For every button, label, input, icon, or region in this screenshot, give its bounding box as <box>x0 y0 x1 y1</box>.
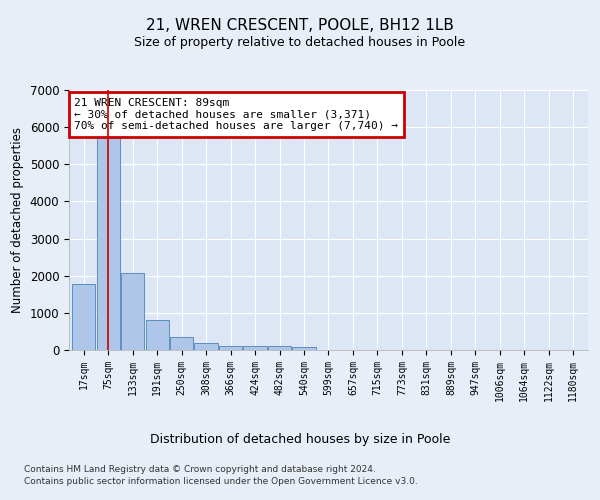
Bar <box>244 346 266 350</box>
Bar <box>292 347 316 350</box>
Text: Distribution of detached houses by size in Poole: Distribution of detached houses by size … <box>150 432 450 446</box>
Text: 21, WREN CRESCENT, POOLE, BH12 1LB: 21, WREN CRESCENT, POOLE, BH12 1LB <box>146 18 454 32</box>
Text: 21 WREN CRESCENT: 89sqm
← 30% of detached houses are smaller (3,371)
70% of semi: 21 WREN CRESCENT: 89sqm ← 30% of detache… <box>74 98 398 131</box>
Y-axis label: Number of detached properties: Number of detached properties <box>11 127 24 313</box>
Bar <box>170 338 193 350</box>
Bar <box>97 136 120 350</box>
Bar <box>121 274 144 350</box>
Text: Size of property relative to detached houses in Poole: Size of property relative to detached ho… <box>134 36 466 49</box>
Bar <box>219 346 242 350</box>
Bar <box>268 346 291 350</box>
Bar <box>72 284 95 350</box>
Bar <box>194 343 218 350</box>
Text: Contains public sector information licensed under the Open Government Licence v3: Contains public sector information licen… <box>24 478 418 486</box>
Text: Contains HM Land Registry data © Crown copyright and database right 2024.: Contains HM Land Registry data © Crown c… <box>24 465 376 474</box>
Bar <box>146 320 169 350</box>
